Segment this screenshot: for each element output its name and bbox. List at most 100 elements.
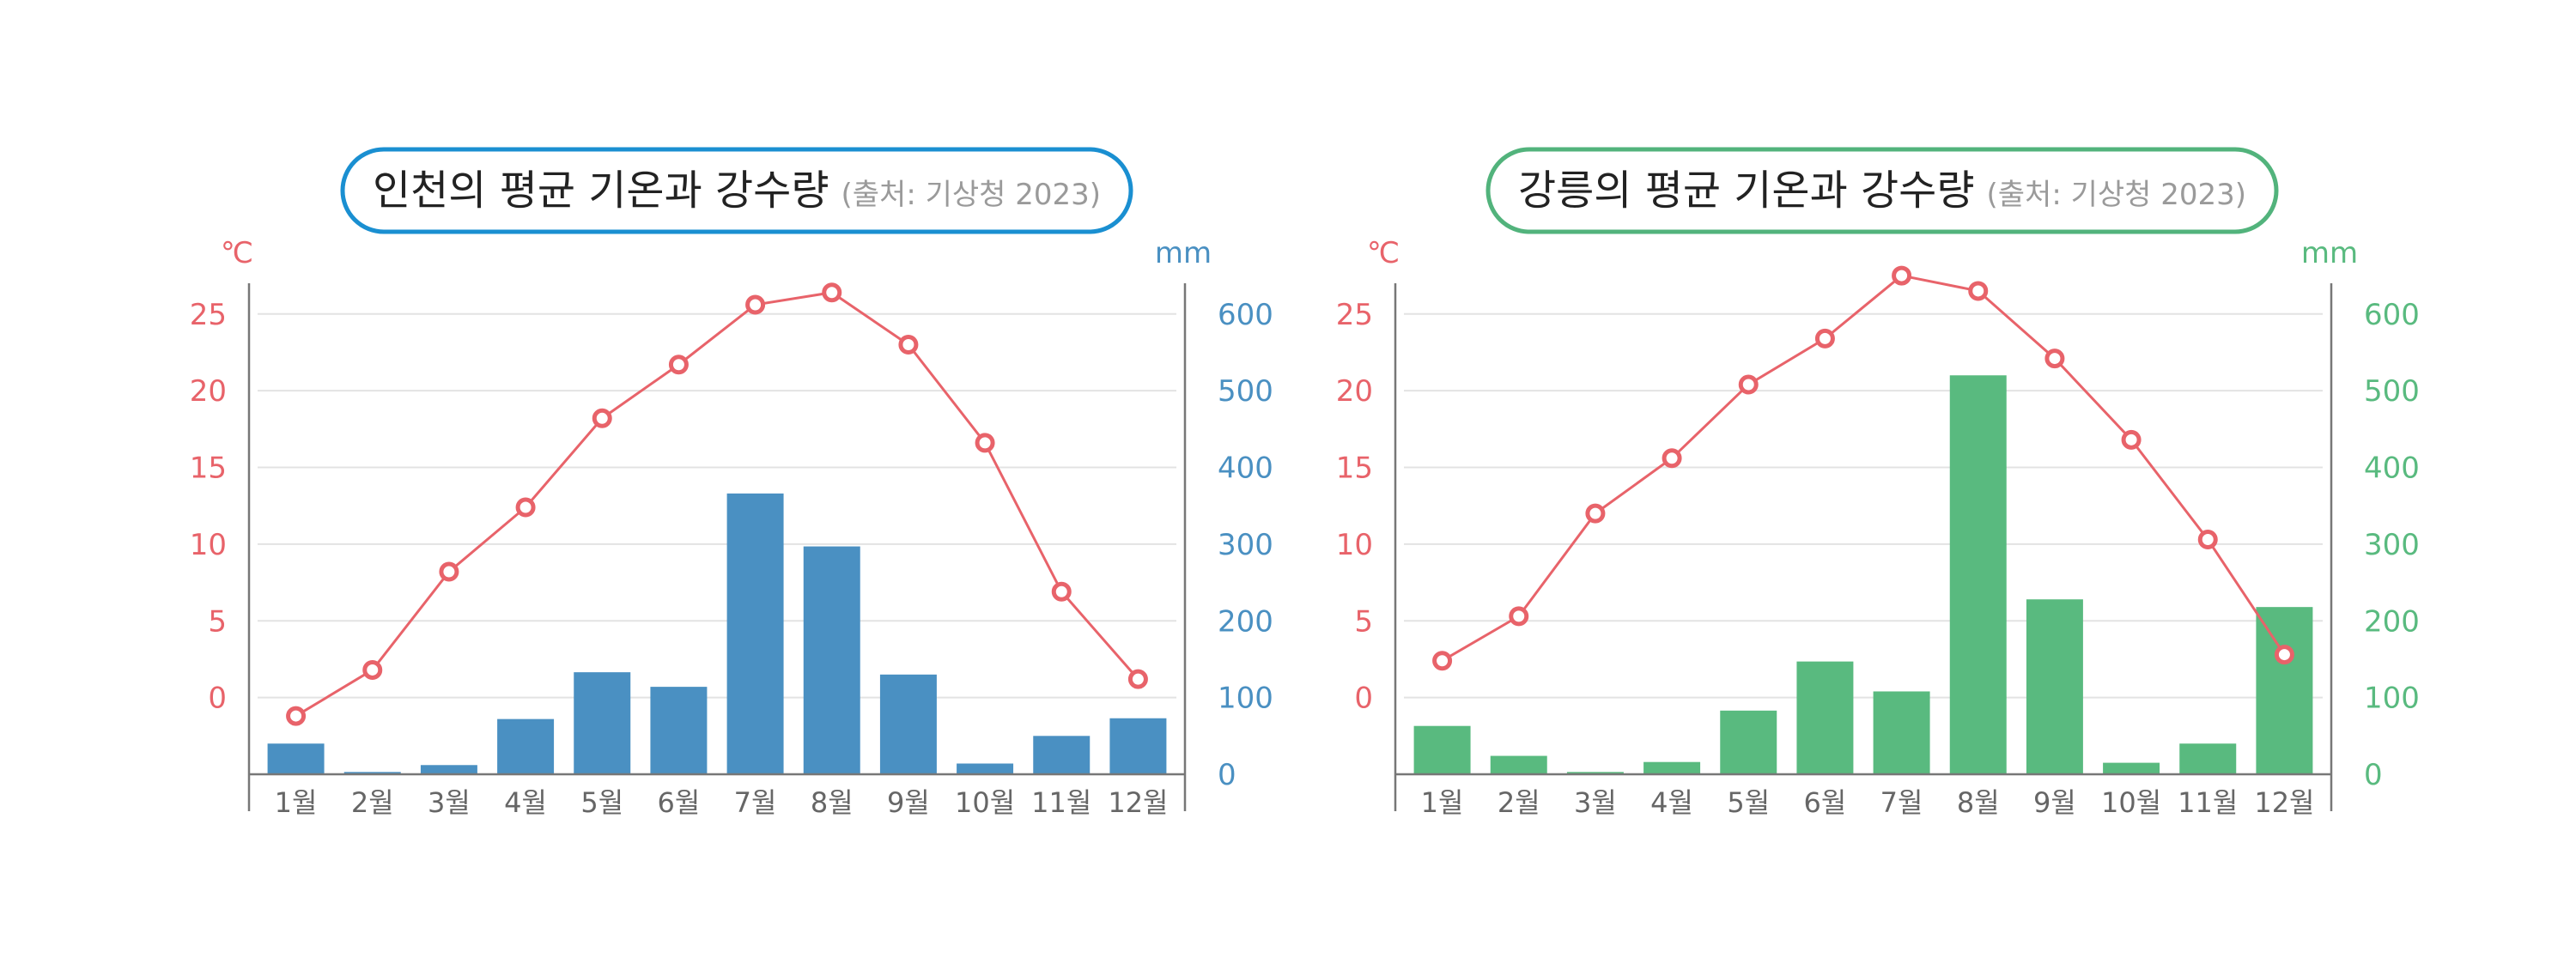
temperature-point: [822, 282, 842, 303]
month-label: 11월: [1031, 786, 1091, 819]
y-left-tick: 0: [208, 682, 227, 716]
y-left-tick: 25: [1336, 298, 1373, 332]
y-right-tick: 300: [2364, 528, 2420, 562]
precipitation-bar: [420, 765, 477, 774]
temperature-point: [1968, 281, 1989, 301]
incheon-chart: 인천의 평균 기온과 강수량 (출처: 기상청 2023) ℃ mm 25 20 15 10 5…: [190, 147, 1273, 819]
title-box: [1485, 147, 2279, 234]
y-left-tick: 10: [190, 528, 227, 562]
y-right-unit: mm: [1155, 236, 1212, 270]
precipitation-bar: [650, 687, 708, 774]
temperature-point: [1892, 265, 1912, 286]
temperature-point: [515, 497, 536, 518]
month-label: 3월: [428, 786, 471, 819]
y-right-unit: mm: [2301, 236, 2358, 270]
temperature-point: [1051, 581, 1072, 602]
month-label: 6월: [658, 786, 701, 819]
temperature-point: [668, 355, 689, 375]
month-label: 5월: [580, 786, 623, 819]
y-left-tick: 5: [208, 604, 227, 639]
precipitation-bar: [1566, 772, 1624, 774]
temperature-point: [439, 561, 459, 582]
chart-title-main: 강릉의 평균 기온과 강수량: [1518, 167, 1975, 215]
month-label: 2월: [1498, 786, 1540, 819]
precipitation-bar: [2256, 607, 2313, 774]
y-left-unit: ℃: [221, 236, 253, 270]
month-label: 11월: [2178, 786, 2238, 819]
chart-title-main: 인천의 평균 기온과 강수량: [373, 167, 829, 215]
precipitation-bar: [1413, 725, 1471, 774]
temperature-point: [1127, 669, 1148, 689]
month-label: 9월: [2033, 786, 2076, 819]
y-right-tick: 400: [2364, 452, 2420, 486]
y-left-tick: 15: [1336, 452, 1373, 486]
month-label: 4월: [504, 786, 547, 819]
precipitation-bar: [267, 743, 325, 774]
temperature-line: [295, 291, 1139, 718]
y-left-tick: 0: [1354, 682, 1373, 716]
precipitation-bar: [2103, 762, 2160, 774]
temperature-point: [592, 408, 612, 428]
gangneung-chart: 강릉의 평균 기온과 강수량 (출처: 기상청 2023) ℃ mm 25 20 15 10 5…: [1336, 147, 2420, 819]
month-label: 12월: [1108, 786, 1168, 819]
y-right-tick: 500: [1218, 374, 1273, 409]
title-box: [340, 147, 1133, 234]
month-label: 5월: [1727, 786, 1770, 819]
y-left-tick: 20: [190, 374, 227, 409]
y-left-tick: 20: [1336, 374, 1373, 409]
month-label: 1월: [275, 786, 318, 819]
temperature-point: [1585, 503, 1606, 524]
precipitation-bar: [957, 763, 1014, 774]
chart-title: 강릉의 평균 기온과 강수량 (출처: 기상청 2023): [1518, 167, 2246, 215]
y-right-tick: 200: [1218, 604, 1273, 639]
chart-title: 인천의 평균 기온과 강수량 (출처: 기상청 2023): [373, 167, 1101, 215]
y-right-tick: 0: [2364, 758, 2383, 792]
month-label: 7월: [1880, 786, 1923, 819]
y-right-tick: 500: [2364, 374, 2420, 409]
month-label: 8월: [811, 786, 854, 819]
temperature-point: [2274, 645, 2294, 665]
y-left-tick: 5: [1354, 604, 1373, 639]
y-right-tick: 100: [2364, 682, 2420, 716]
temperature-point: [1738, 374, 1759, 395]
temperature-point: [1814, 328, 1835, 349]
y-right-tick: 600: [1218, 298, 1273, 332]
chart-subtitle: (출처: 기상청 2023): [1987, 178, 2247, 212]
month-label: 1월: [1421, 786, 1464, 819]
month-label: 4월: [1650, 786, 1693, 819]
precipitation-bar: [1949, 375, 2007, 774]
precipitation-bar: [1490, 755, 1547, 774]
y-left-tick: 10: [1336, 528, 1373, 562]
precipitation-bar: [1643, 761, 1701, 774]
temperature-point: [1509, 606, 1529, 627]
precipitation-bar: [574, 672, 631, 774]
month-label: 9월: [887, 786, 930, 819]
y-right-tick: 0: [1218, 758, 1236, 792]
temperature-point: [745, 294, 766, 315]
month-label: 3월: [1574, 786, 1617, 819]
y-right-tick: 600: [2364, 298, 2420, 332]
temperature-point: [2044, 349, 2065, 369]
month-label: 8월: [1957, 786, 2000, 819]
month-label: 10월: [2101, 786, 2161, 819]
precipitation-bar: [1720, 710, 1777, 774]
precipitation-bar: [343, 772, 401, 774]
precipitation-bar: [2179, 743, 2237, 774]
y-right-tick: 100: [1218, 682, 1273, 716]
month-label: 6월: [1804, 786, 1847, 819]
y-left-unit: ℃: [1367, 236, 1400, 270]
temperature-point: [2121, 429, 2142, 450]
month-label: 7월: [734, 786, 777, 819]
temperature-line: [1441, 274, 2286, 663]
y-right-tick: 300: [1218, 528, 1273, 562]
month-label: 12월: [2254, 786, 2314, 819]
precipitation-bar: [1033, 736, 1091, 774]
chart-subtitle: (출처: 기상청 2023): [841, 178, 1102, 212]
temperature-point: [362, 659, 383, 680]
month-label: 10월: [955, 786, 1015, 819]
precipitation-bar: [497, 718, 555, 774]
precipitation-bar: [1796, 661, 1854, 774]
y-left-tick: 25: [190, 298, 227, 332]
y-right-tick: 200: [2364, 604, 2420, 639]
y-right-tick: 400: [1218, 452, 1273, 486]
